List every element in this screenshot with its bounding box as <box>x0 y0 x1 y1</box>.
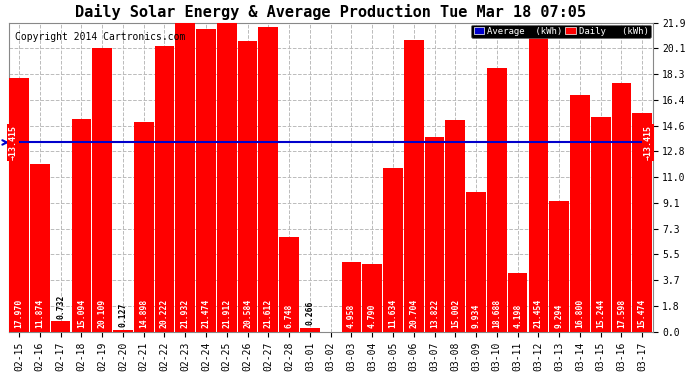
Text: 16.800: 16.800 <box>575 298 584 327</box>
Text: 20.222: 20.222 <box>160 298 169 327</box>
Text: 9.294: 9.294 <box>555 303 564 327</box>
Bar <box>259 27 278 332</box>
Text: 20.109: 20.109 <box>98 298 107 327</box>
Text: 0.266: 0.266 <box>306 301 315 325</box>
Bar <box>300 328 319 332</box>
Text: 0.732: 0.732 <box>56 294 65 319</box>
Text: 20.584: 20.584 <box>243 298 252 327</box>
Text: 17.970: 17.970 <box>14 298 23 327</box>
Bar <box>134 122 154 332</box>
Text: 9.934: 9.934 <box>471 303 480 327</box>
Bar <box>466 192 486 332</box>
Bar <box>51 321 70 332</box>
Bar <box>217 22 237 332</box>
Text: 21.474: 21.474 <box>201 298 210 327</box>
Text: 20.704: 20.704 <box>409 298 418 327</box>
Text: 21.932: 21.932 <box>181 298 190 327</box>
Bar <box>611 83 631 332</box>
Text: 21.454: 21.454 <box>534 298 543 327</box>
Bar <box>30 164 50 332</box>
Text: 21.912: 21.912 <box>222 298 231 327</box>
Text: 13.822: 13.822 <box>430 298 439 327</box>
Text: 4.790: 4.790 <box>368 303 377 327</box>
Bar <box>446 120 465 332</box>
Bar <box>591 117 611 332</box>
Text: 4.198: 4.198 <box>513 303 522 327</box>
Text: 18.688: 18.688 <box>493 298 502 327</box>
Text: 17.598: 17.598 <box>617 298 626 327</box>
Text: 21.612: 21.612 <box>264 298 273 327</box>
Bar <box>9 78 29 332</box>
Bar <box>279 237 299 332</box>
Text: 15.094: 15.094 <box>77 298 86 327</box>
Bar <box>342 262 362 332</box>
Bar <box>92 48 112 332</box>
Bar <box>72 119 91 332</box>
Bar <box>487 68 506 332</box>
Text: →13.415: →13.415 <box>644 125 653 160</box>
Bar <box>508 273 527 332</box>
Text: Copyright 2014 Cartronics.com: Copyright 2014 Cartronics.com <box>15 32 186 42</box>
Text: 4.958: 4.958 <box>347 303 356 327</box>
Legend: Average  (kWh), Daily   (kWh): Average (kWh), Daily (kWh) <box>471 24 651 38</box>
Bar <box>196 29 216 332</box>
Text: 6.748: 6.748 <box>284 303 294 327</box>
Bar <box>570 94 590 332</box>
Text: →13.415: →13.415 <box>9 125 18 160</box>
Bar <box>424 137 444 332</box>
Text: 14.898: 14.898 <box>139 298 148 327</box>
Text: 11.874: 11.874 <box>35 298 44 327</box>
Bar <box>155 46 175 332</box>
Bar <box>404 40 424 332</box>
Text: 15.474: 15.474 <box>638 298 647 327</box>
Title: Daily Solar Energy & Average Production Tue Mar 18 07:05: Daily Solar Energy & Average Production … <box>75 4 586 20</box>
Bar <box>175 22 195 332</box>
Text: 11.634: 11.634 <box>388 298 397 327</box>
Bar <box>383 168 403 332</box>
Bar <box>632 113 652 332</box>
Bar <box>529 29 549 332</box>
Bar <box>362 264 382 332</box>
Bar <box>549 201 569 332</box>
Bar <box>237 41 257 332</box>
Text: 15.244: 15.244 <box>596 298 605 327</box>
Text: 0.127: 0.127 <box>119 303 128 327</box>
Text: 15.002: 15.002 <box>451 298 460 327</box>
Bar <box>113 330 132 332</box>
